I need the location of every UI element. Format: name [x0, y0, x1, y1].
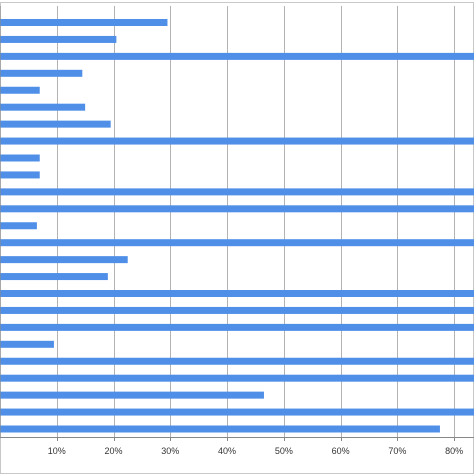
x-tick-label: 20%	[105, 446, 123, 456]
bar	[0, 188, 474, 196]
bar	[0, 374, 474, 382]
bars	[0, 19, 474, 433]
bar	[0, 171, 40, 179]
x-tick-label: 80%	[445, 446, 463, 456]
bar	[0, 222, 37, 230]
bar	[0, 290, 474, 297]
x-tick-label: 50%	[275, 446, 293, 456]
bar	[0, 69, 83, 77]
bar	[0, 35, 117, 43]
bar	[0, 137, 474, 145]
bar	[0, 273, 108, 281]
bar	[0, 256, 128, 264]
x-tick-label: 30%	[161, 446, 179, 456]
x-tick-label: 60%	[332, 446, 350, 456]
bar	[0, 19, 168, 26]
bar	[0, 425, 440, 433]
x-tick-label: 40%	[218, 446, 236, 456]
bar	[0, 306, 474, 314]
x-tick-label: 70%	[388, 446, 406, 456]
bar	[0, 408, 474, 416]
bar	[0, 357, 474, 365]
gridlines	[57, 6, 455, 437]
bar	[0, 52, 474, 60]
bar	[0, 86, 40, 94]
bar	[0, 391, 264, 399]
bar	[0, 103, 86, 111]
bar	[0, 154, 40, 162]
bar	[0, 239, 474, 247]
bar	[0, 120, 111, 128]
bar	[0, 323, 474, 331]
x-tick-label: 10%	[48, 446, 66, 456]
x-tick-labels: 10% 20% 30% 40% 50% 60% 70% 80%	[48, 437, 463, 456]
bar	[0, 340, 54, 348]
bar	[0, 205, 474, 213]
